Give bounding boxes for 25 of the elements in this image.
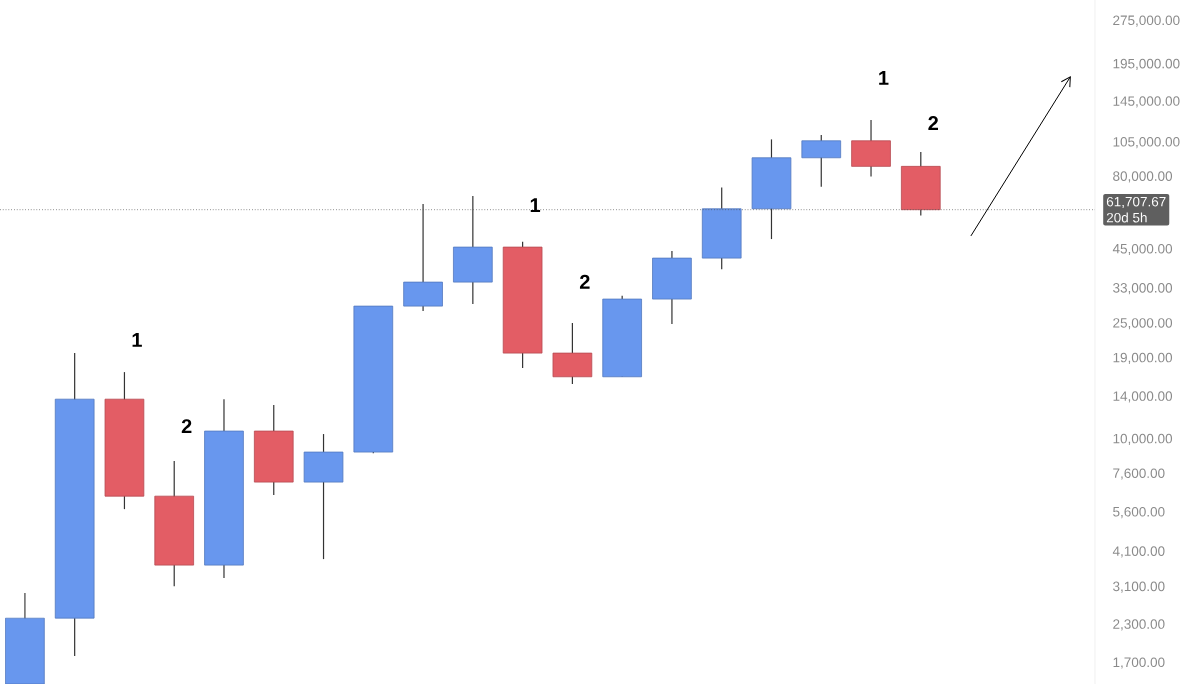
y-tick-label: 7,600.00: [1113, 468, 1165, 480]
y-tick-label: 10,000.00: [1113, 433, 1173, 445]
text: 20d 5h: [1106, 212, 1147, 223]
y-tick-label: 1,700.00: [1113, 657, 1165, 669]
annotation: 2: [928, 116, 938, 131]
y-tick-label: 25,000.00: [1113, 318, 1173, 330]
annotation: 1: [879, 71, 889, 85]
y-tick-label: 3,100.00: [1113, 581, 1165, 593]
annotation: 1: [530, 198, 541, 213]
annotation: 2: [579, 274, 590, 289]
y-tick-label: 33,000.00: [1113, 283, 1173, 295]
y-tick-label: 2,300.00: [1113, 619, 1165, 631]
y-tick-label: 80,000.00: [1113, 171, 1173, 183]
annotation: 2: [181, 419, 192, 434]
y-tick-label: 14,000.00: [1113, 391, 1173, 403]
y-tick-label: 195,000.00: [1113, 58, 1180, 71]
y-tick-label: 4,100.00: [1112, 546, 1165, 558]
annotation: 1: [132, 333, 142, 347]
y-tick-label: 19,000.00: [1113, 352, 1173, 364]
y-tick-label: 5,600.00: [1113, 506, 1165, 519]
ref-line-label: 61,707.67: [1106, 196, 1166, 209]
y-tick-label: 45,000.00: [1112, 243, 1173, 256]
y-tick-label: 145,000.00: [1113, 96, 1180, 108]
y-tick-label: 105,000.00: [1113, 137, 1180, 149]
y-tick-label: 275,000.00: [1113, 15, 1180, 27]
